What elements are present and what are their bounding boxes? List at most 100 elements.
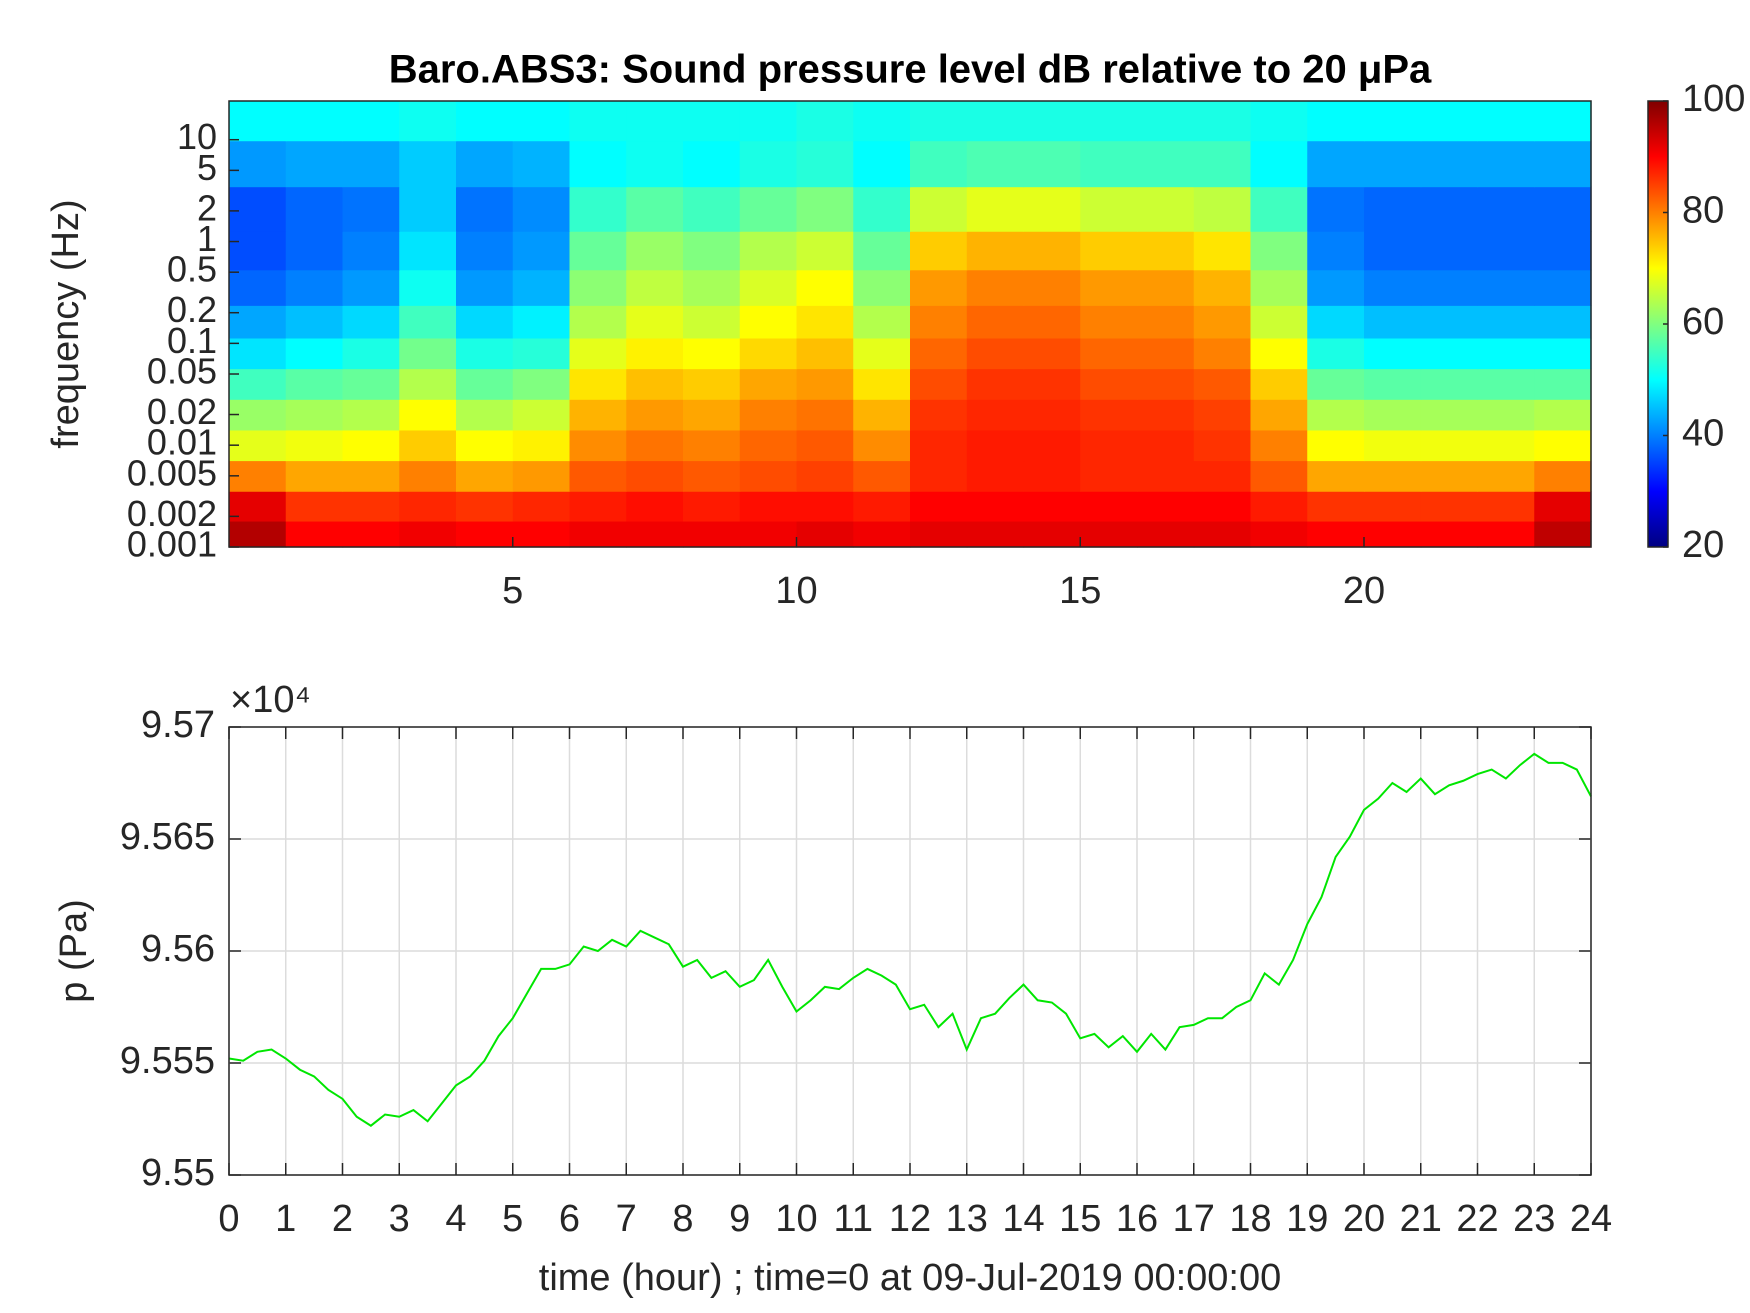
heatmap-cell xyxy=(626,429,684,462)
heatmap-cell xyxy=(626,269,684,306)
heatmap-cell xyxy=(1420,368,1479,400)
x-tick-label: 10 xyxy=(775,1198,817,1240)
heatmap-cell xyxy=(1250,491,1308,522)
heatmap-cell xyxy=(342,337,400,370)
heatmap-cell xyxy=(569,337,627,370)
heatmap-cell xyxy=(739,101,798,142)
heatmap-cell xyxy=(342,399,400,431)
heatmap-cell xyxy=(285,186,344,232)
heatmap-cell xyxy=(1137,231,1195,271)
heatmap-cell xyxy=(1250,101,1308,142)
heatmap-cell xyxy=(512,429,571,462)
heatmap-cell xyxy=(796,399,854,431)
heatmap-cell xyxy=(1307,399,1365,431)
heatmap-cell xyxy=(796,269,854,306)
heatmap-cell xyxy=(229,140,287,188)
heatmap-cell xyxy=(796,429,854,462)
heatmap-cell xyxy=(796,140,854,188)
heatmap-cell xyxy=(1080,231,1138,271)
heatmap-cell xyxy=(1307,520,1365,548)
y-tick-label: 0.002 xyxy=(127,493,217,534)
heatmap-cell xyxy=(342,429,400,462)
x-tick-label: 0 xyxy=(218,1198,239,1240)
heatmap-cell xyxy=(229,368,287,400)
heatmap-cell xyxy=(1364,460,1422,492)
heatmap-cell xyxy=(1080,337,1138,370)
heatmap-cell xyxy=(1193,368,1252,400)
heatmap-cell xyxy=(229,520,287,548)
heatmap-cell xyxy=(399,520,457,548)
x-tick-label: 16 xyxy=(1116,1198,1158,1240)
heatmap-cell xyxy=(342,269,400,306)
x-tick-label: 6 xyxy=(559,1198,580,1240)
heatmap-cell xyxy=(285,491,344,522)
x-tick-label: 3 xyxy=(389,1198,410,1240)
heatmap-cell xyxy=(683,520,741,548)
heatmap-cell xyxy=(456,186,514,232)
x-tick-label: 2 xyxy=(332,1198,353,1240)
heatmap-cell xyxy=(1080,101,1138,142)
plot-frame xyxy=(228,726,1592,1176)
heatmap-cell xyxy=(512,269,571,306)
heatmap-cell xyxy=(1364,337,1422,370)
heatmap-cell xyxy=(1193,337,1252,370)
heatmap-cell xyxy=(1080,429,1138,462)
heatmap-cell xyxy=(229,337,287,370)
heatmap-cell xyxy=(1420,491,1479,522)
heatmap-cell xyxy=(1534,231,1592,271)
heatmap-cell xyxy=(512,231,571,271)
y-tick-label: 0.1 xyxy=(167,320,217,361)
heatmap-cell xyxy=(456,399,514,431)
heatmap-cell xyxy=(1534,337,1592,370)
heatmap-cell xyxy=(1477,460,1535,492)
heatmap-cell xyxy=(796,520,854,548)
heatmap-cell xyxy=(1137,101,1195,142)
heatmap-cell xyxy=(342,460,400,492)
heatmap-cell xyxy=(1023,520,1081,548)
heatmap-cell xyxy=(569,399,627,431)
heatmap-cell xyxy=(1534,520,1592,548)
heatmap-cell xyxy=(853,140,911,188)
heatmap-cell xyxy=(1193,429,1252,462)
heatmap-cell xyxy=(1137,460,1195,492)
heatmap-cell xyxy=(1023,460,1081,492)
heatmap-cell xyxy=(285,140,344,188)
heatmap-cell xyxy=(626,101,684,142)
heatmap-cell xyxy=(285,337,344,370)
heatmap-cell xyxy=(626,460,684,492)
heatmap-cell xyxy=(1137,520,1195,548)
heatmap-cell xyxy=(853,491,911,522)
heatmap-cell xyxy=(683,460,741,492)
heatmap-cell xyxy=(399,429,457,462)
x-tick-label: 8 xyxy=(672,1198,693,1240)
heatmap-cell xyxy=(796,460,854,492)
heatmap-cell xyxy=(853,186,911,232)
heatmap-cell xyxy=(1534,460,1592,492)
heatmap-cell xyxy=(1420,269,1479,306)
heatmap-cell xyxy=(342,305,400,339)
y-tick-label: 0.2 xyxy=(167,289,217,330)
heatmap-cells xyxy=(229,101,1592,548)
heatmap-cell xyxy=(910,140,968,188)
heatmap-cell xyxy=(966,520,1025,548)
heatmap-cell xyxy=(966,231,1025,271)
heatmap-cell xyxy=(1023,399,1081,431)
heatmap-cell xyxy=(739,140,798,188)
heatmap-cell xyxy=(229,186,287,232)
heatmap-cell xyxy=(1307,101,1365,142)
heatmap-cell xyxy=(739,337,798,370)
y-axis-label: p (Pa) xyxy=(53,899,95,1002)
heatmap-cell xyxy=(1023,305,1081,339)
heatmap-cell xyxy=(1477,101,1535,142)
heatmap-cell xyxy=(683,305,741,339)
heatmap-cell xyxy=(285,520,344,548)
heatmap-cell xyxy=(1364,368,1422,400)
heatmap-cell xyxy=(399,368,457,400)
heatmap-cell xyxy=(456,140,514,188)
x-tick-label: 1 xyxy=(275,1198,296,1240)
y-tick-label: 2 xyxy=(197,187,217,228)
heatmap-cell xyxy=(1023,337,1081,370)
x-tick-label: 18 xyxy=(1229,1198,1271,1240)
heatmap-cell xyxy=(626,186,684,232)
